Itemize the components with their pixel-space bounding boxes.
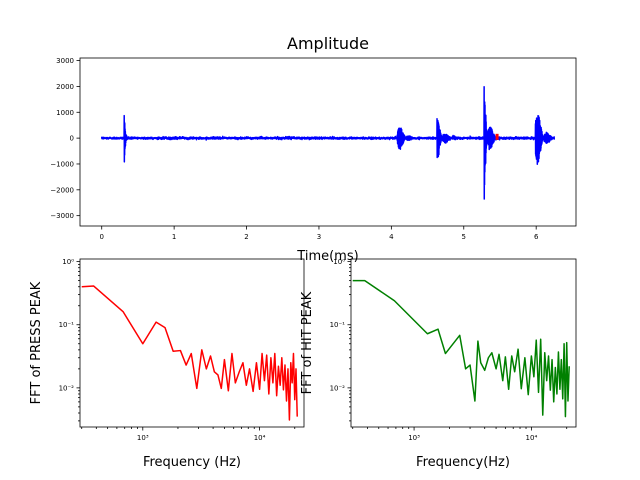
fft-hit-y-axis-label: FFT of HIT PEAK	[300, 291, 315, 394]
amplitude-x-ticks: 0 1 2 3 4 5 6	[99, 226, 539, 241]
fft-hit-x-tick-label: 10³	[408, 434, 420, 442]
fft-press-y-axis-label: FFT of PRESS PEAK	[29, 281, 44, 404]
amplitude-panel: Amplitude 0 1 2 3 4 5 6 −3000 −2000 −1000 0 1000 20…	[50, 34, 577, 264]
amplitude-y-tick-label: 1000	[56, 109, 74, 117]
amplitude-y-tick-label: −3000	[50, 212, 74, 220]
amplitude-x-tick-label: 4	[389, 233, 394, 241]
fft-press-y-ticks: 10⁻² 10⁻¹ 10⁰	[59, 258, 80, 422]
amplitude-title: Amplitude	[287, 34, 369, 53]
amplitude-plot-frame	[79, 57, 577, 227]
fft-hit-x-axis-label: Frequency(Hz)	[416, 455, 510, 470]
amplitude-x-tick-label: 6	[534, 233, 539, 241]
fft-press-y-tick-label: 10⁰	[62, 258, 74, 266]
fft-press-x-tick-label: 10³	[137, 434, 149, 442]
fft-hit-y-tick-label: 10⁰	[333, 258, 345, 266]
fft-hit-x-tick-label: 10⁴	[526, 434, 538, 442]
fft-hit-panel: 10³ 10⁴ 10⁻² 10⁻¹ 10⁰ Frequency(Hz) FFT of …	[300, 258, 577, 470]
amplitude-y-tick-label: 3000	[56, 57, 74, 65]
amplitude-x-tick-label: 2	[244, 233, 248, 241]
amplitude-y-tick-label: −2000	[50, 186, 74, 194]
fft-press-x-tick-label: 10⁴	[254, 434, 266, 442]
fft-press-plot-frame	[79, 258, 305, 428]
fft-hit-series-line-0	[352, 279, 570, 418]
fft-hit-y-ticks: 10⁻² 10⁻¹ 10⁰	[330, 258, 351, 422]
amplitude-series-layer	[100, 86, 556, 200]
amplitude-y-tick-label: 0	[70, 135, 74, 143]
amplitude-x-tick-label: 0	[99, 233, 103, 241]
amplitude-y-tick-label: 2000	[56, 83, 74, 91]
fft-press-y-tick-label: 10⁻¹	[59, 321, 75, 329]
amplitude-x-axis-label: Time(ms)	[296, 249, 358, 264]
amplitude-series-line-0	[100, 86, 556, 200]
fft-press-y-tick-label: 10⁻²	[59, 384, 75, 392]
fft-hit-y-tick-label: 10⁻¹	[330, 321, 346, 329]
fft-hit-x-ticks: 10³ 10⁴	[352, 427, 568, 442]
amplitude-x-tick-label: 5	[462, 233, 466, 241]
fft-hit-series-layer	[352, 279, 570, 418]
fft-press-x-axis-label: Frequency (Hz)	[143, 455, 241, 470]
fft-hit-y-tick-label: 10⁻²	[330, 384, 346, 392]
amplitude-y-tick-label: −1000	[50, 160, 74, 168]
amplitude-x-tick-label: 3	[317, 233, 321, 241]
amplitude-x-tick-label: 1	[172, 233, 176, 241]
amplitude-marker	[495, 133, 499, 140]
amplitude-y-ticks: −3000 −2000 −1000 0 1000 2000 3000	[50, 57, 80, 220]
fft-press-series-layer	[81, 285, 298, 421]
fft-hit-plot-frame	[350, 258, 577, 428]
fft-press-x-ticks: 10³ 10⁴	[81, 427, 296, 442]
fft-press-panel: 10³ 10⁴ 10⁻² 10⁻¹ 10⁰ Frequency (Hz) FFT of…	[29, 258, 305, 470]
fft-press-series-line-0	[81, 285, 298, 421]
